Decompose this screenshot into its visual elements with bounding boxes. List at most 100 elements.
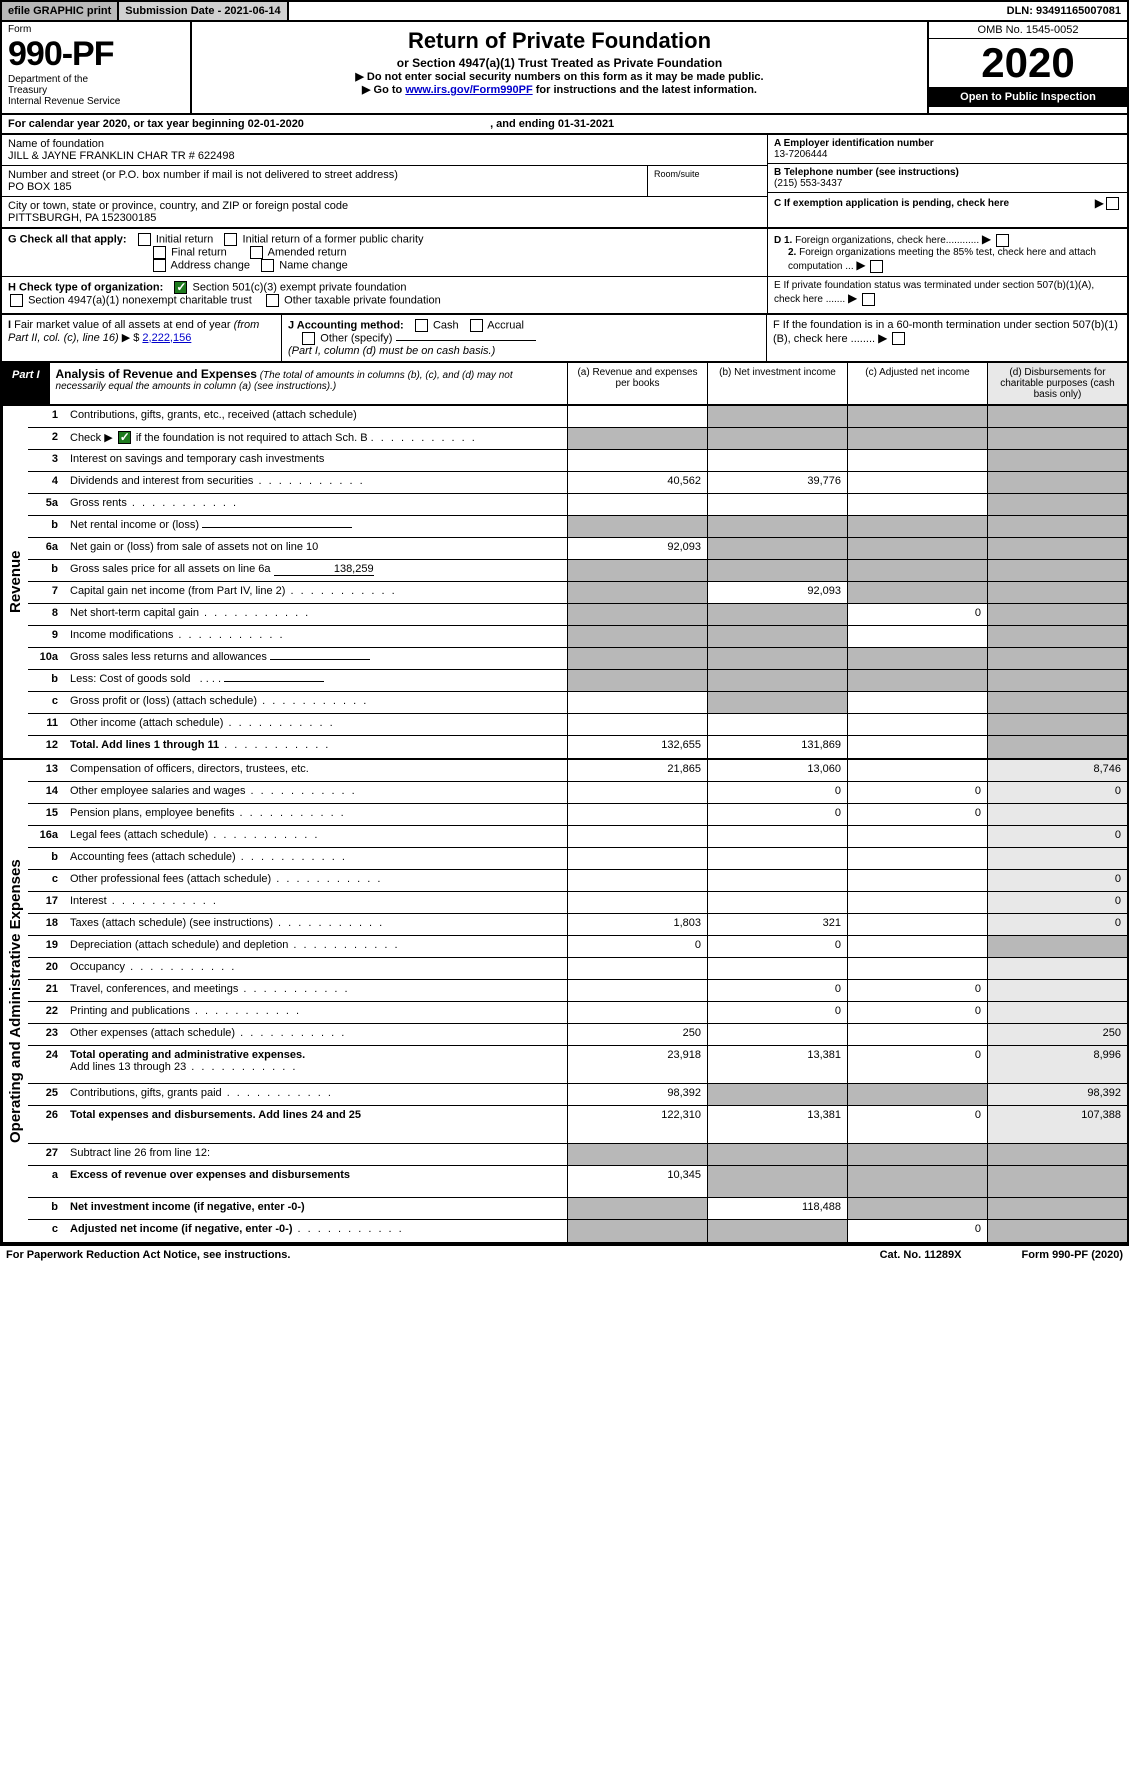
j-note: (Part I, column (d) must be on cash basi… [288, 345, 495, 357]
line-27b: Net investment income (if negative, ente… [64, 1198, 567, 1219]
foundation-info: Name of foundation JILL & JAYNE FRANKLIN… [0, 135, 1129, 229]
efile-print-button[interactable]: efile GRAPHIC print [2, 2, 119, 20]
foundation-addr: PO BOX 185 [8, 181, 641, 193]
form-label: Form [8, 24, 184, 35]
form-note-1: ▶ Do not enter social security numbers o… [196, 70, 923, 83]
accrual-checkbox[interactable] [470, 319, 483, 332]
other-method-checkbox[interactable] [302, 332, 315, 345]
submission-date-button[interactable]: Submission Date - 2021-06-14 [119, 2, 288, 20]
header-title-block: Return of Private Foundation or Section … [192, 22, 927, 113]
calendar-year-row: For calendar year 2020, or tax year begi… [0, 115, 1129, 135]
4947-checkbox[interactable] [10, 294, 23, 307]
amended-return-checkbox[interactable] [250, 246, 263, 259]
line-7: Capital gain net income (from Part IV, l… [64, 582, 567, 603]
line-27c: Adjusted net income (if negative, enter … [64, 1220, 567, 1242]
top-bar: efile GRAPHIC print Submission Date - 20… [0, 0, 1129, 22]
form-id-block: Form 990-PF Department of theTreasuryInt… [2, 22, 192, 113]
line-25: Contributions, gifts, grants paid [64, 1084, 567, 1105]
col-b-head: (b) Net investment income [707, 363, 847, 404]
revenue-side-label: Revenue [2, 406, 28, 758]
foundation-city: PITTSBURGH, PA 152300185 [8, 212, 761, 224]
line-10b: Less: Cost of goods sold . . . . [64, 670, 567, 691]
line-12: Total. Add lines 1 through 11 [64, 736, 567, 758]
line-21: Travel, conferences, and meetings [64, 980, 567, 1001]
dln-label: DLN: 93491165007081 [1001, 2, 1127, 20]
line-17: Interest [64, 892, 567, 913]
line-16c: Other professional fees (attach schedule… [64, 870, 567, 891]
line-16b: Accounting fees (attach schedule) [64, 848, 567, 869]
line-14: Other employee salaries and wages [64, 782, 567, 803]
room-suite-label: Room/suite [647, 166, 767, 196]
header-right-block: OMB No. 1545-0052 2020 Open to Public In… [927, 22, 1127, 113]
part1-header-row: Part I Analysis of Revenue and Expenses … [0, 363, 1129, 406]
line-27: Subtract line 26 from line 12: [64, 1144, 567, 1165]
initial-return-checkbox[interactable] [138, 233, 151, 246]
open-public-label: Open to Public Inspection [929, 87, 1127, 107]
line-11: Other income (attach schedule) [64, 714, 567, 735]
line-20: Occupancy [64, 958, 567, 979]
line-4: Dividends and interest from securities [64, 472, 567, 493]
ijf-row: I Fair market value of all assets at end… [0, 315, 1129, 363]
form-header: Form 990-PF Department of theTreasuryInt… [0, 22, 1129, 115]
final-return-checkbox[interactable] [153, 246, 166, 259]
col-d-head: (d) Disbursements for charitable purpose… [987, 363, 1127, 404]
addr-label: Number and street (or P.O. box number if… [8, 169, 641, 181]
revenue-section: Revenue 1Contributions, gifts, grants, e… [0, 406, 1129, 760]
f-checkbox[interactable] [892, 332, 905, 345]
phone-value: (215) 553-3437 [774, 178, 1121, 189]
sch-b-checkbox[interactable] [118, 431, 131, 444]
line-9: Income modifications [64, 626, 567, 647]
form-title: Return of Private Foundation [196, 28, 923, 54]
form990pf-link[interactable]: www.irs.gov/Form990PF [405, 84, 532, 96]
line-10c: Gross profit or (loss) (attach schedule) [64, 692, 567, 713]
expenses-section: Operating and Administrative Expenses 13… [0, 760, 1129, 1244]
line-5b: Net rental income or (loss) [64, 516, 567, 537]
line-24: Total operating and administrative expen… [64, 1046, 567, 1083]
exemption-pending-checkbox[interactable] [1106, 197, 1119, 210]
line-6a: Net gain or (loss) from sale of assets n… [64, 538, 567, 559]
form-number: 990-PF [8, 35, 184, 74]
line-5a: Gross rents [64, 494, 567, 515]
line-3: Interest on savings and temporary cash i… [64, 450, 567, 471]
footer-left: For Paperwork Reduction Act Notice, see … [6, 1249, 290, 1261]
501c3-checkbox[interactable] [174, 281, 187, 294]
form-subtitle: or Section 4947(a)(1) Trust Treated as P… [196, 56, 923, 70]
expenses-side-label: Operating and Administrative Expenses [2, 760, 28, 1242]
line-6b: Gross sales price for all assets on line… [64, 560, 567, 581]
line-19: Depreciation (attach schedule) and deple… [64, 936, 567, 957]
address-change-checkbox[interactable] [153, 259, 166, 272]
tax-year-begin: 02-01-2020 [248, 118, 304, 130]
foundation-name: JILL & JAYNE FRANKLIN CHAR TR # 622498 [8, 150, 761, 162]
phone-label: B Telephone number (see instructions) [774, 167, 1121, 178]
col-a-head: (a) Revenue and expenses per books [567, 363, 707, 404]
ein-value: 13-7206444 [774, 149, 1121, 160]
other-taxable-checkbox[interactable] [266, 294, 279, 307]
line-1: Contributions, gifts, grants, etc., rece… [64, 406, 567, 427]
cash-checkbox[interactable] [415, 319, 428, 332]
page-footer: For Paperwork Reduction Act Notice, see … [0, 1244, 1129, 1264]
d1-label: D 1. D 1. Foreign organizations, check h… [774, 232, 1121, 247]
initial-return-former-checkbox[interactable] [224, 233, 237, 246]
h-row: H Check type of organization: Section 50… [2, 276, 767, 307]
footer-formno: Form 990-PF (2020) [1022, 1249, 1123, 1261]
tax-year: 2020 [929, 39, 1127, 87]
d2-label: 2. Foreign organizations meeting the 85%… [774, 247, 1121, 273]
e-checkbox[interactable] [862, 293, 875, 306]
part1-label: Part I [2, 363, 50, 404]
d2-checkbox[interactable] [870, 260, 883, 273]
line-2: Check ▶ if the foundation is not require… [64, 428, 567, 449]
line-16a: Legal fees (attach schedule) [64, 826, 567, 847]
ein-label: A Employer identification number [774, 138, 1121, 149]
form-note-2: ▶ Go to www.irs.gov/Form990PF for instru… [196, 83, 923, 96]
part1-desc: Analysis of Revenue and Expenses (The to… [50, 363, 567, 404]
omb-label: OMB No. 1545-0052 [929, 22, 1127, 39]
line-13: Compensation of officers, directors, tru… [64, 760, 567, 781]
footer-catno: Cat. No. 11289X [880, 1249, 962, 1261]
line-10a: Gross sales less returns and allowances [64, 648, 567, 669]
exemption-pending-label: C If exemption application is pending, c… [774, 198, 1095, 209]
d1-checkbox[interactable] [996, 234, 1009, 247]
name-change-checkbox[interactable] [261, 259, 274, 272]
check-area: G Check all that apply: Initial return I… [0, 229, 1129, 315]
fmv-link[interactable]: 2,222,156 [142, 332, 191, 344]
line-23: Other expenses (attach schedule) [64, 1024, 567, 1045]
